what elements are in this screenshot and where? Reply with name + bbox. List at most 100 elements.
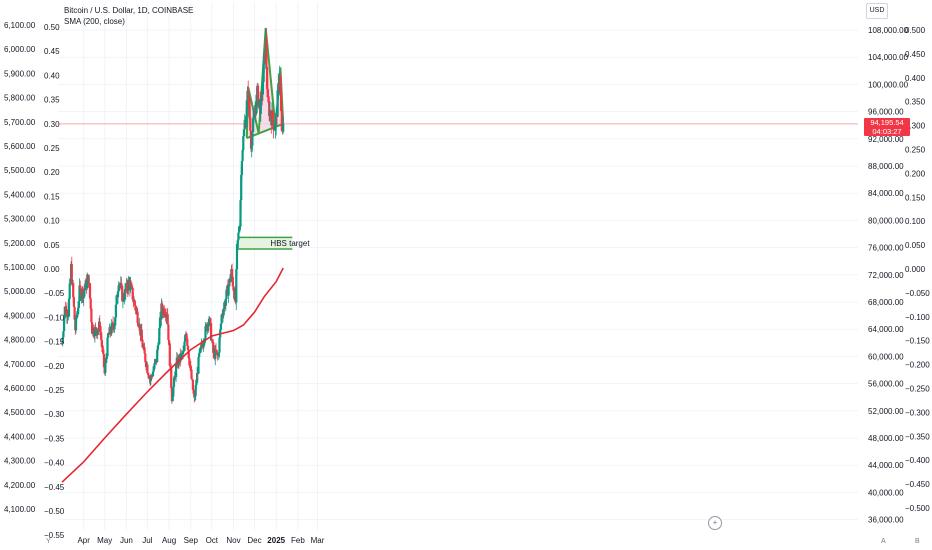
candle [127, 276, 130, 295]
candle-body [87, 274, 90, 284]
candle-body [151, 376, 154, 377]
price-tick-label: 100,000.00 [868, 80, 909, 89]
symbol-title[interactable]: Bitcoin / U.S. Dollar, 1D, COINBASE [64, 6, 194, 15]
candle-body [200, 343, 203, 348]
candle [107, 332, 110, 339]
candle-body [143, 347, 146, 354]
candle-body [279, 75, 282, 90]
left-outer-tick-label: 6,000.00 [4, 45, 36, 54]
candle-body [275, 113, 278, 126]
candle-body [72, 297, 75, 307]
target-zone-label: HBS target [270, 239, 310, 248]
candle-body [63, 318, 66, 332]
candle [268, 96, 271, 122]
candle [141, 335, 144, 348]
candle-body [147, 375, 150, 379]
candle-body [154, 361, 157, 364]
candle-body [239, 200, 242, 227]
candle-body [190, 369, 193, 379]
axis-corner-right[interactable]: B [915, 538, 920, 545]
candle [185, 332, 188, 340]
right-outer-tick-label: 0.300 [905, 122, 926, 131]
candle-body [245, 116, 248, 128]
candle-body [242, 135, 245, 151]
candle-body [89, 298, 92, 309]
pattern-fill [246, 27, 284, 139]
candle-body [249, 130, 253, 149]
candle-body [179, 354, 183, 361]
candle-body [269, 110, 272, 117]
price-tick-label: 88,000.00 [868, 162, 904, 171]
candle-body [135, 309, 138, 312]
candle-body [137, 323, 140, 326]
candle [135, 306, 138, 313]
candle-body [182, 351, 185, 355]
candle-body [65, 309, 68, 317]
candle-body [106, 337, 109, 357]
candle-body [170, 366, 173, 388]
last-price-value: 94,195.54 [870, 118, 904, 127]
candle [78, 278, 81, 308]
left-outer-tick-label: 4,300.00 [4, 457, 36, 466]
candle-body [82, 292, 85, 299]
candle [225, 289, 228, 306]
price-tick-label: 36,000.00 [868, 516, 904, 525]
right-outer-tick-label: −0.200 [905, 361, 930, 370]
candle-body [242, 129, 246, 136]
left-outer-tick-label: 6,100.00 [4, 21, 36, 30]
candle-body [220, 314, 223, 324]
right-outer-tick-label: −0.150 [905, 337, 930, 346]
auto-scale-button[interactable]: A [881, 538, 886, 545]
candle-body [247, 90, 250, 99]
candle-body [132, 299, 135, 302]
left-inner-tick-label: −0.55 [44, 531, 65, 540]
candle [110, 319, 113, 337]
currency-button[interactable]: USD [866, 3, 888, 19]
candle-body [122, 295, 125, 300]
left-inner-tick-label: 0.35 [44, 96, 60, 105]
time-tick-label: Aug [162, 536, 176, 545]
candle [280, 102, 283, 132]
candle-body [202, 343, 205, 348]
candle-body [79, 288, 82, 299]
candle-body [166, 314, 169, 325]
candle-body [107, 333, 110, 335]
candle-body [130, 283, 133, 286]
indicator-label[interactable]: SMA (200, close) [64, 17, 125, 26]
candle-body [238, 230, 241, 233]
candle [259, 95, 262, 122]
left-outer-tick-label: 4,100.00 [4, 505, 36, 514]
left-inner-tick-label: −0.45 [44, 483, 65, 492]
price-tick-label: 104,000.00 [868, 53, 909, 62]
candle-body [183, 341, 186, 351]
candle-body [100, 339, 103, 348]
candle-body [240, 174, 243, 201]
left-outer-tick-label: 5,000.00 [4, 287, 36, 296]
candle-body [186, 345, 190, 351]
candle-body [156, 349, 159, 363]
right-outer-tick-label: 0.000 [905, 265, 926, 274]
left-outer-tick-label: 4,400.00 [4, 432, 36, 441]
left-inner-tick-label: −0.30 [44, 410, 65, 419]
candle [266, 78, 269, 98]
candle-body [77, 301, 80, 308]
candle-body [102, 354, 106, 368]
candle-body [120, 283, 123, 286]
left-inner-tick-label: 0.10 [44, 217, 60, 226]
plus-circle-icon[interactable]: + [708, 516, 722, 530]
candle [248, 95, 251, 120]
time-tick-label: Jul [142, 536, 152, 545]
candle-body [255, 94, 258, 114]
candle-body [274, 125, 277, 131]
candle-body [248, 97, 251, 118]
left-outer-tick-label: 5,900.00 [4, 69, 36, 78]
candle [196, 366, 199, 383]
candle-body [227, 286, 230, 296]
candle-body [169, 365, 172, 367]
candle-body [252, 115, 255, 119]
candle-body [167, 324, 170, 341]
candle-body [191, 379, 194, 390]
axis-corner-left[interactable]: Y [46, 538, 51, 545]
